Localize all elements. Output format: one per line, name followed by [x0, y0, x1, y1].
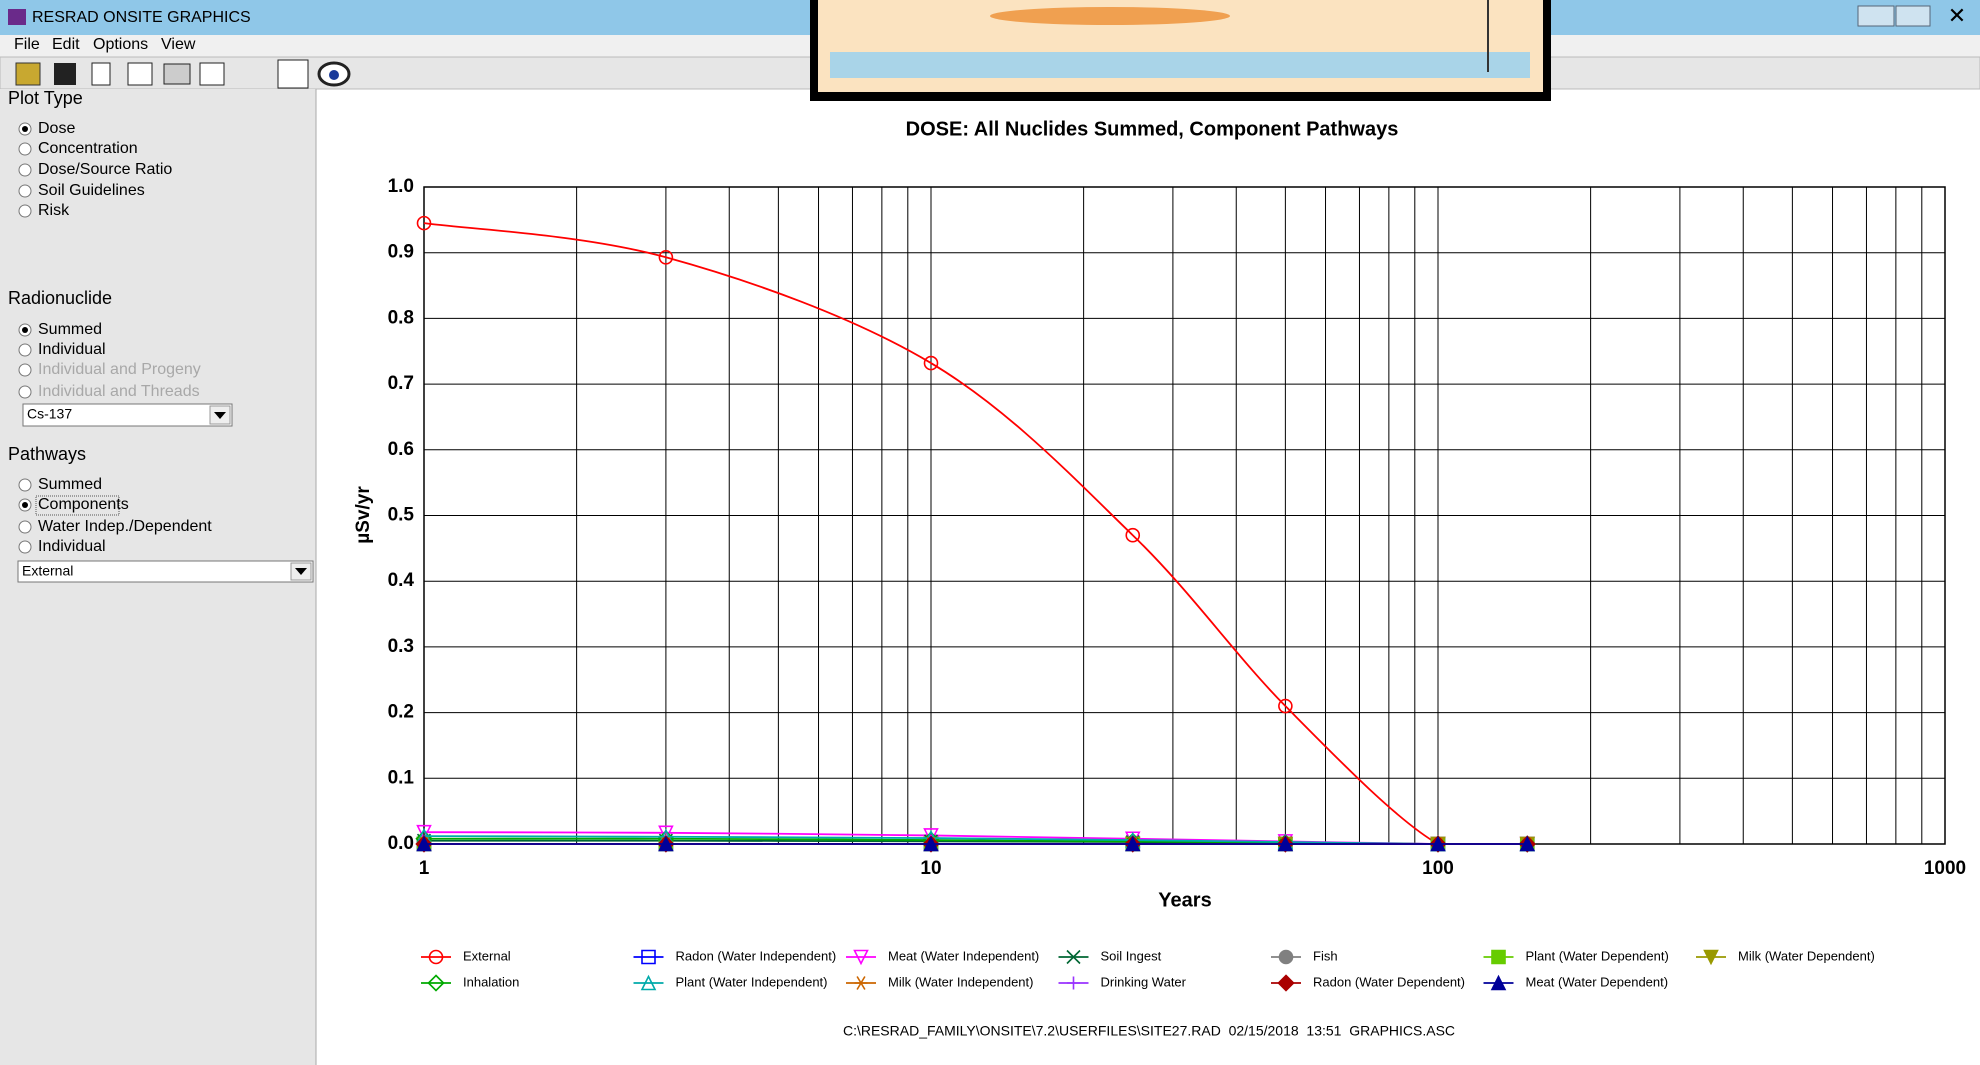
radio[interactable]	[19, 344, 31, 356]
radio-label[interactable]: Dose/Source Ratio	[38, 161, 172, 178]
menu-item[interactable]: File	[14, 36, 40, 53]
section-label: Pathways	[8, 444, 86, 464]
window-button[interactable]	[128, 63, 152, 85]
y-tick-label: 0.4	[388, 570, 415, 591]
section-label: Radionuclide	[8, 288, 112, 308]
print-button[interactable]	[164, 64, 190, 84]
new-button[interactable]	[92, 63, 110, 85]
x-tick-label: 10	[920, 858, 941, 879]
y-tick-label: 1.0	[388, 176, 414, 197]
marker	[1280, 951, 1293, 964]
radio-label[interactable]: Individual	[38, 341, 106, 358]
radio[interactable]	[19, 185, 31, 197]
legend-label: Meat (Water Dependent)	[1526, 974, 1669, 989]
radio	[19, 386, 31, 398]
legend-label: Inhalation	[463, 974, 519, 989]
y-tick-label: 0.5	[388, 505, 415, 526]
radio[interactable]	[19, 541, 31, 553]
legend-label: Soil Ingest	[1101, 948, 1162, 963]
radio-label: Individual and Progeny	[38, 361, 201, 378]
dropdown-value: External	[22, 563, 73, 579]
view-icon	[329, 70, 339, 80]
radio-label[interactable]: Individual	[38, 538, 106, 555]
y-tick-label: 0.3	[388, 636, 414, 657]
legend-label: Radon (Water Dependent)	[1313, 974, 1465, 989]
radio-dot	[22, 327, 28, 333]
overlay-shape	[990, 7, 1230, 25]
footnote: C:\RESRAD_FAMILY\ONSITE\7.2\USERFILES\SI…	[843, 1023, 1455, 1039]
screen: RESRAD ONSITE GRAPHICS ✕ File Edit Optio…	[0, 0, 1980, 1065]
legend-label: Meat (Water Independent)	[888, 948, 1039, 963]
radio-label[interactable]: Summed	[38, 321, 102, 338]
legend-label: Plant (Water Independent)	[676, 974, 828, 989]
legend-label: Milk (Water Dependent)	[1738, 948, 1875, 963]
y-tick-label: 0.2	[388, 702, 414, 723]
overlay-water	[830, 52, 1530, 78]
legend-label: Milk (Water Independent)	[888, 974, 1033, 989]
app-icon	[8, 9, 26, 25]
window-title: RESRAD ONSITE GRAPHICS	[32, 9, 251, 26]
menu-item[interactable]: View	[161, 36, 196, 53]
y-tick-label: 0.9	[388, 242, 414, 263]
radio-dot	[22, 502, 28, 508]
dropdown-value: Cs-137	[27, 406, 72, 422]
x-tick-label: 1	[419, 858, 430, 879]
x-axis-label: Years	[1158, 889, 1211, 911]
radio[interactable]	[19, 521, 31, 533]
chart-title: DOSE: All Nuclides Summed, Component Pat…	[906, 118, 1399, 140]
y-tick-label: 0.8	[388, 307, 414, 328]
radio-label: Individual and Threads	[38, 383, 200, 400]
radio[interactable]	[19, 479, 31, 491]
legend-label: External	[463, 948, 511, 963]
radio-label[interactable]: Components	[38, 496, 129, 513]
minimize-button[interactable]	[1858, 6, 1894, 26]
radio[interactable]	[19, 205, 31, 217]
legend-label: Drinking Water	[1101, 974, 1187, 989]
radio-dot	[22, 126, 28, 132]
marker	[1492, 951, 1505, 964]
menu-item[interactable]: Edit	[52, 36, 80, 53]
radio-label[interactable]: Concentration	[38, 140, 138, 157]
doc-button[interactable]	[278, 60, 308, 88]
radio-label[interactable]: Soil Guidelines	[38, 182, 145, 199]
menu-item[interactable]: Options	[93, 36, 148, 53]
save-button[interactable]	[54, 63, 76, 85]
y-axis-label: µSv/yr	[353, 486, 374, 544]
radio-label[interactable]: Summed	[38, 476, 102, 493]
y-tick-label: 0.1	[388, 767, 415, 788]
radio	[19, 364, 31, 376]
legend-label: Plant (Water Dependent)	[1526, 948, 1669, 963]
open-button[interactable]	[16, 63, 40, 85]
copy-button[interactable]	[200, 63, 224, 85]
radio-label[interactable]: Dose	[38, 120, 75, 137]
close-button[interactable]: ✕	[1948, 3, 1966, 28]
y-tick-label: 0.6	[388, 439, 414, 460]
radio[interactable]	[19, 164, 31, 176]
x-tick-label: 100	[1422, 858, 1454, 879]
legend-label: Fish	[1313, 948, 1338, 963]
radio-label[interactable]: Risk	[38, 202, 70, 219]
maximize-button[interactable]	[1896, 6, 1930, 26]
y-tick-label: 0.0	[388, 833, 414, 854]
legend-label: Radon (Water Independent)	[676, 948, 837, 963]
section-label: Plot Type	[8, 88, 83, 108]
y-tick-label: 0.7	[388, 373, 414, 394]
radio-label[interactable]: Water Indep./Dependent	[38, 518, 212, 535]
x-tick-label: 1000	[1924, 858, 1966, 879]
radio[interactable]	[19, 143, 31, 155]
